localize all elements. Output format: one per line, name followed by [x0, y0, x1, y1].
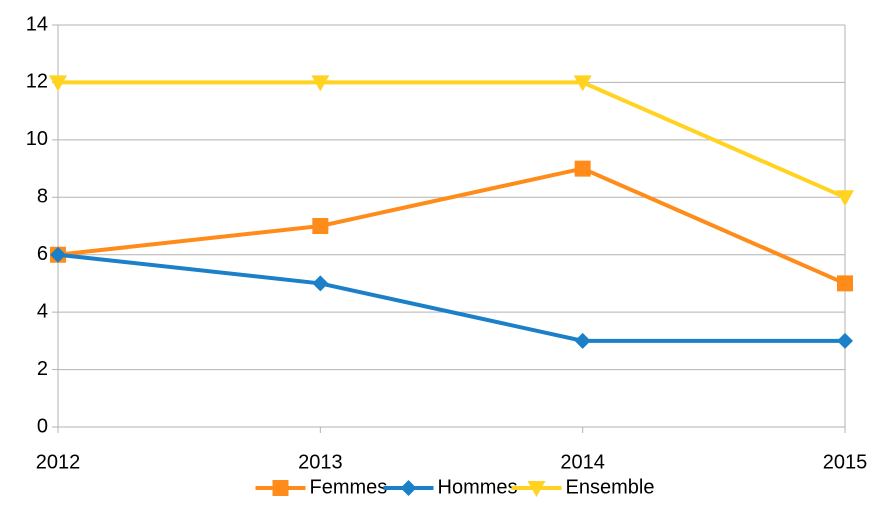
data-point	[836, 190, 854, 207]
legend-label: Hommes	[438, 476, 518, 498]
legend-marker	[527, 481, 546, 497]
legend-marker	[400, 480, 417, 496]
legend-marker	[272, 480, 289, 496]
series-line	[57, 252, 845, 343]
legend-label: Ensemble	[566, 476, 655, 498]
data-point	[312, 275, 329, 292]
x-tick-label: 2014	[560, 451, 605, 473]
x-tick-label: 2015	[823, 451, 868, 473]
data-point	[311, 75, 330, 92]
data-point	[312, 218, 329, 234]
data-point	[573, 75, 592, 92]
data-point	[574, 160, 591, 177]
data-point	[50, 246, 66, 263]
y-tick-label: 12	[26, 71, 48, 93]
data-point	[837, 275, 853, 292]
y-tick-label: 10	[26, 128, 48, 150]
x-tick-label: 2013	[298, 451, 343, 473]
y-tick-label: 6	[37, 243, 48, 265]
legend-label: Femmes	[310, 476, 388, 498]
data-point	[49, 75, 67, 92]
data-point	[574, 332, 591, 349]
y-tick-label: 14	[26, 13, 48, 35]
series-line	[58, 80, 846, 200]
x-tick-label: 2012	[36, 451, 81, 473]
data-point	[837, 332, 853, 349]
y-tick-label: 8	[37, 186, 48, 208]
y-tick-label: 0	[37, 415, 48, 437]
y-tick-label: 2	[37, 358, 48, 380]
y-tick-label: 4	[37, 300, 48, 322]
series-line	[57, 166, 846, 286]
